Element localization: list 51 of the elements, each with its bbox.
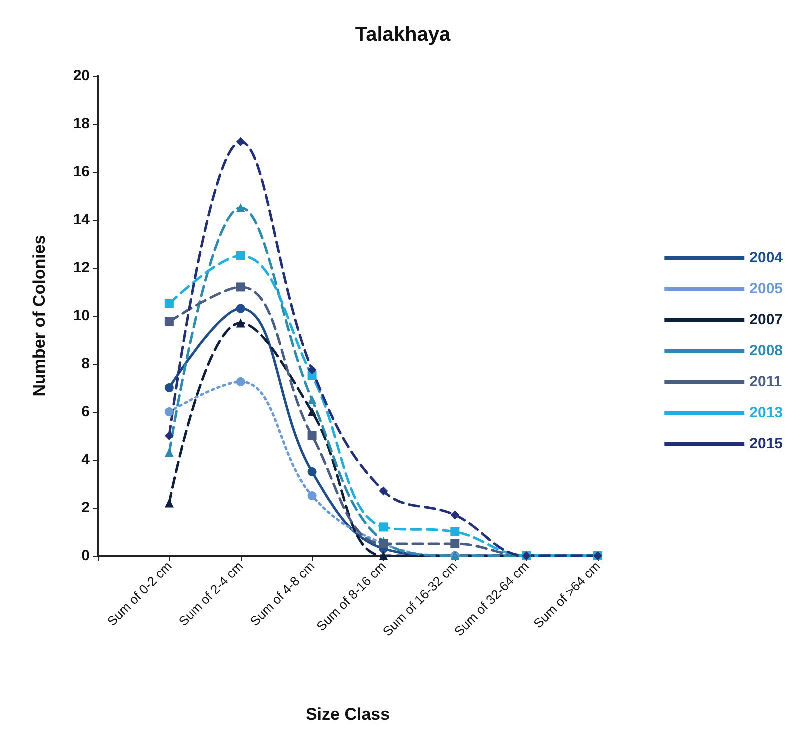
y-tick-label: 8 <box>82 356 90 372</box>
text: 2007 <box>750 312 784 328</box>
text: 2005 <box>750 280 784 298</box>
point <box>450 540 460 548</box>
point <box>379 486 388 496</box>
y-tick-label: 6 <box>82 404 90 420</box>
x-axis-title: Size Class <box>306 705 390 724</box>
point <box>236 304 246 314</box>
point <box>379 522 388 532</box>
x-tick-label: Sum of 4-8 cm <box>247 558 318 630</box>
point <box>308 468 317 476</box>
point <box>236 318 246 328</box>
point <box>379 552 388 560</box>
point <box>164 318 174 326</box>
text: 2015 <box>750 436 784 452</box>
point <box>164 432 174 440</box>
point <box>164 448 174 458</box>
point <box>236 138 246 146</box>
point <box>308 432 317 440</box>
point <box>236 204 246 212</box>
x-tick-label: Sum of 2-4 cm <box>176 558 246 630</box>
point <box>308 396 317 404</box>
text: 2004 <box>750 250 784 266</box>
x-tick-label: Sum of >64 cm <box>530 558 604 632</box>
text: 2011 <box>750 374 782 390</box>
point <box>236 282 246 292</box>
y-tick-label: 16 <box>73 164 90 180</box>
point <box>164 300 174 308</box>
point <box>308 366 317 374</box>
chart-title: Talakhaya <box>355 24 452 46</box>
y-tick-label: 4 <box>82 452 91 468</box>
text: 2013 <box>750 404 784 422</box>
y-tick-label: 12 <box>73 260 90 276</box>
point <box>450 510 460 520</box>
y-tick-label: 0 <box>82 548 90 564</box>
point <box>164 498 174 508</box>
text: 2008 <box>750 342 784 360</box>
point <box>308 492 317 500</box>
point <box>450 528 460 536</box>
y-axis-title: Number of Colonies <box>30 235 49 397</box>
point <box>236 378 246 386</box>
x-tick-label: Sum of 0-2 cm <box>104 558 175 630</box>
y-tick-label: 18 <box>73 116 90 132</box>
point <box>236 252 246 260</box>
y-tick-label: 10 <box>73 308 90 324</box>
point <box>308 408 317 416</box>
y-tick-label: 14 <box>73 212 91 228</box>
point <box>164 384 174 392</box>
point <box>164 408 174 416</box>
y-tick-label: 20 <box>73 68 90 84</box>
y-tick-label: 2 <box>82 500 90 516</box>
